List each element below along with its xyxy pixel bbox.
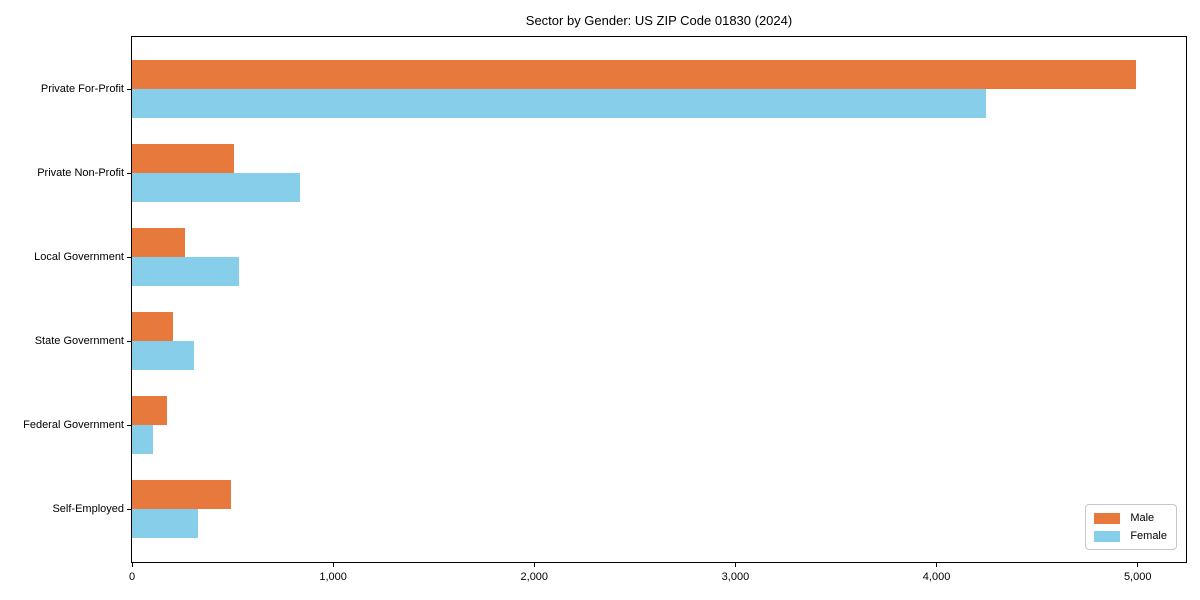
y-tick-label: Private Non-Profit: [37, 167, 124, 179]
x-tick-mark: [131, 563, 133, 567]
x-tick-label: 0: [128, 571, 136, 583]
bar-female-private-non-profit: [132, 173, 300, 202]
legend: Male Female: [1085, 504, 1177, 550]
y-tick-mark: [127, 341, 131, 342]
bar-female-self-employed: [132, 509, 199, 538]
y-tick-label: Local Government: [34, 251, 124, 263]
legend-label: Male: [1130, 512, 1155, 524]
y-tick-mark: [127, 89, 131, 90]
bar-male-federal-government: [132, 396, 168, 425]
y-tick-label: Self-Employed: [52, 503, 124, 515]
legend-entry-male: Male: [1094, 512, 1167, 524]
legend-label: Female: [1130, 530, 1167, 542]
x-tick-label: 2,000: [520, 571, 549, 583]
legend-entry-female: Female: [1094, 530, 1167, 542]
x-tick-label: 4,000: [922, 571, 951, 583]
x-tick-mark: [533, 563, 535, 567]
x-tick-label: 3,000: [721, 571, 750, 583]
bar-female-state-government: [132, 341, 195, 370]
bar-female-local-government: [132, 257, 239, 286]
x-tick-mark: [734, 563, 736, 567]
bar-male-local-government: [132, 228, 186, 257]
y-tick-label: Private For-Profit: [40, 83, 124, 95]
plot-area: Private For-Profit Private Non-Profit Loca…: [23, 36, 1187, 583]
bar-female-private-for-profit: [132, 89, 986, 118]
bar-male-self-employed: [132, 480, 231, 509]
chart-title: Sector by Gender: US ZIP Code 01830 (202…: [525, 13, 793, 28]
legend-swatch-female: [1094, 530, 1121, 542]
bar-male-state-government: [132, 312, 174, 341]
x-tick-mark: [332, 563, 334, 567]
legend-swatch-male: [1094, 512, 1121, 524]
y-tick-label: Federal Government: [23, 419, 124, 431]
bar-male-private-for-profit: [132, 60, 1136, 89]
y-tick-label: State Government: [34, 335, 124, 347]
x-tick-mark: [1137, 563, 1139, 567]
y-tick-mark: [127, 509, 131, 510]
y-tick-mark: [127, 257, 131, 258]
x-tick-label: 1,000: [319, 571, 347, 583]
bar-male-private-non-profit: [132, 144, 234, 173]
y-tick-mark: [127, 425, 131, 426]
x-tick-mark: [936, 563, 938, 567]
bar-female-federal-government: [132, 425, 154, 454]
y-tick-mark: [127, 173, 131, 174]
x-tick-label: 5,000: [1123, 571, 1152, 583]
